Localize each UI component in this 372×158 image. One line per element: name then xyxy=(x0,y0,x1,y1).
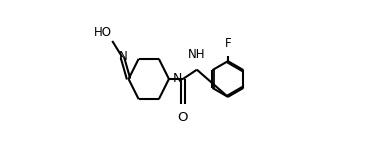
Text: O: O xyxy=(178,111,188,124)
Text: NH: NH xyxy=(187,48,205,61)
Text: N: N xyxy=(172,72,182,85)
Text: N: N xyxy=(119,50,128,63)
Text: F: F xyxy=(225,37,231,50)
Text: HO: HO xyxy=(93,26,112,39)
